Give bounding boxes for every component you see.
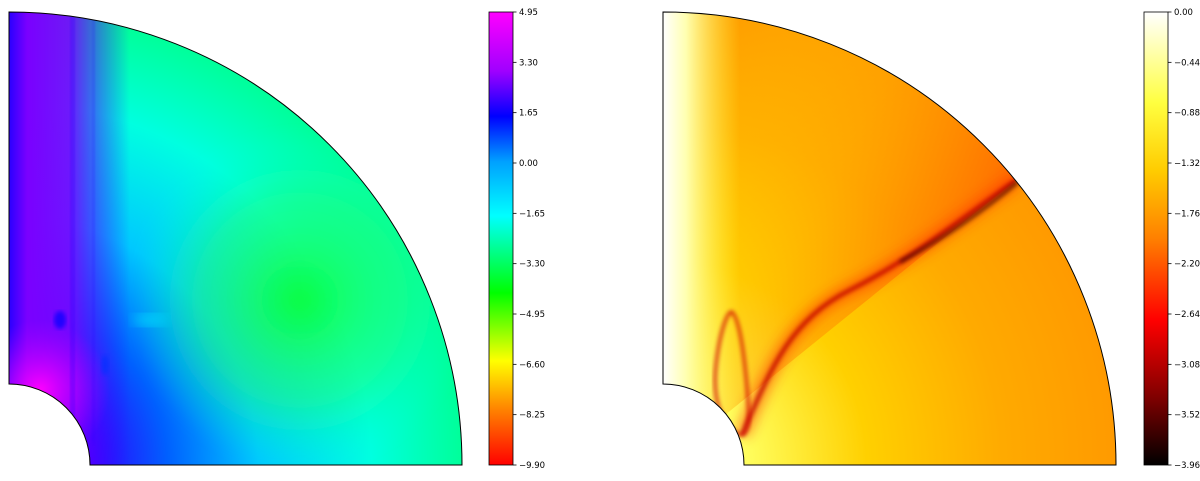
colorbar-1-ticks: 4.95 3.30 1.65 0.00 −1.65 −3.30 −4.95 −6.60 −8.2…: [513, 8, 545, 471]
colorbar-1-tick-label: −1.65: [519, 209, 545, 219]
colorbar-2-tick-label: −2.20: [1174, 260, 1200, 270]
colorbar-1-tick-label: −4.95: [519, 310, 545, 320]
colorbar-2-tick-label: −2.64: [1174, 310, 1200, 320]
colorbar-1: 4.95 3.30 1.65 0.00 −1.65 −3.30 −4.95 −6.60 −8.2…: [488, 8, 545, 471]
colorbar-1-tick-label: 0.00: [519, 159, 538, 169]
colorbar-2-tick-label: −0.44: [1174, 58, 1200, 68]
colorbar-2-tick-label: −1.32: [1174, 159, 1200, 169]
colorbar-2-tick-label: −3.96: [1174, 461, 1200, 471]
colorbar-2-ticks: 0.00 −0.44 −0.88 −1.32 −1.76 −2.20 −2.64 −3.08 −…: [1168, 8, 1200, 471]
colorbar-1-tick-label: 4.95: [519, 8, 538, 18]
heatmap-panel-2: [662, 11, 1117, 466]
colorbar-2-tick-label: −0.88: [1174, 109, 1200, 119]
colorbar-1-tick-label: 3.30: [519, 58, 538, 68]
colorbar-1-gradient: [488, 11, 514, 466]
colorbar-1-tick-label: −8.25: [519, 411, 545, 421]
colorbar-2-tick-label: −1.76: [1174, 209, 1200, 219]
colorbar-2-tick-label: 0.00: [1174, 8, 1193, 18]
colorbar-2-gradient: [1143, 11, 1169, 466]
colorbar-1-tick-label: 1.65: [519, 109, 538, 119]
colorbar-1-tick-label: −3.30: [519, 260, 545, 270]
colorbar-2: 0.00 −0.44 −0.88 −1.32 −1.76 −2.20 −2.64 −3.08 −…: [1143, 8, 1200, 471]
heatmap-panel-1: [8, 11, 463, 466]
colorbar-2-tick-label: −3.08: [1174, 360, 1200, 370]
colorbar-1-tick-label: −9.90: [519, 461, 545, 471]
colorbar-2-tick-label: −3.52: [1174, 411, 1200, 421]
panel-2-outline: [662, 11, 1117, 466]
panel-1-outline: [8, 11, 463, 466]
colorbar-1-tick-label: −6.60: [519, 360, 545, 370]
